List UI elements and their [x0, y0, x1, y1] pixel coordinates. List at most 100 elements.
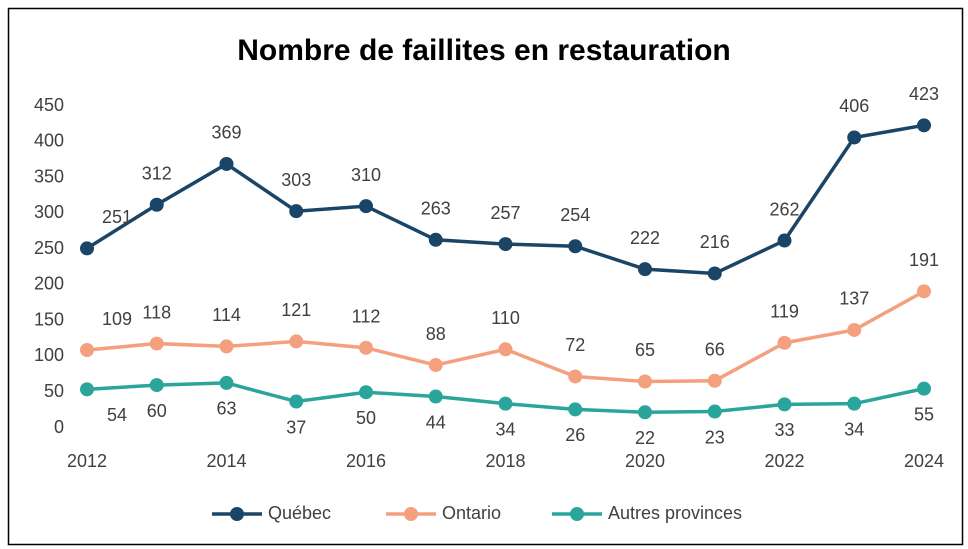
data-label: 406 [839, 96, 869, 116]
legend-label: Autres provinces [608, 503, 742, 523]
data-label: 63 [216, 399, 236, 419]
data-label: 118 [142, 302, 171, 322]
data-label: 33 [774, 420, 794, 440]
data-point [777, 397, 792, 412]
data-point [707, 266, 722, 281]
data-label: 72 [565, 335, 585, 355]
data-point [289, 334, 304, 349]
data-label: 222 [630, 228, 660, 248]
x-tick-label: 2024 [904, 451, 944, 471]
y-tick-label: 350 [34, 166, 64, 186]
chart-title: Nombre de faillites en restauration [237, 34, 730, 67]
data-label: 262 [769, 199, 799, 219]
data-point [847, 322, 862, 337]
data-label: 251 [102, 207, 132, 227]
data-point [80, 241, 94, 256]
data-point [149, 197, 164, 212]
x-tick-label: 2014 [206, 451, 246, 471]
data-point [289, 394, 304, 409]
data-point [568, 369, 583, 384]
data-label: 60 [147, 401, 167, 421]
x-tick-label: 2022 [764, 451, 804, 471]
x-tick-label: 2012 [67, 451, 107, 471]
data-point [428, 389, 443, 404]
data-point [917, 284, 931, 299]
data-label: 369 [211, 123, 241, 143]
data-label: 54 [107, 405, 127, 425]
data-label: 312 [142, 163, 172, 183]
data-label: 34 [495, 419, 515, 439]
data-label: 254 [560, 205, 590, 225]
data-label: 137 [839, 289, 869, 309]
data-point [289, 204, 304, 219]
y-tick-label: 400 [34, 131, 64, 151]
data-point [80, 343, 94, 358]
data-point [219, 339, 234, 354]
data-point [359, 385, 373, 400]
data-point [707, 404, 722, 419]
legend-label: Québec [268, 503, 331, 523]
data-point [638, 405, 652, 420]
data-label: 55 [914, 404, 934, 424]
data-point [847, 130, 862, 145]
legend-label: Ontario [442, 503, 501, 523]
chart-border [7, 7, 964, 546]
data-label: 23 [705, 427, 725, 447]
data-label: 110 [491, 308, 520, 328]
data-point [498, 237, 513, 252]
data-label: 310 [351, 165, 381, 185]
data-label: 423 [909, 84, 939, 104]
data-point [80, 382, 94, 397]
data-point [707, 373, 722, 388]
data-point [847, 396, 862, 411]
data-label: 44 [426, 412, 446, 432]
y-tick-label: 250 [34, 238, 64, 258]
data-point [638, 262, 652, 277]
data-point [149, 336, 164, 351]
y-tick-label: 0 [54, 417, 64, 437]
data-label: 88 [426, 324, 446, 344]
data-label: 66 [705, 340, 725, 360]
y-tick-label: 50 [44, 381, 64, 401]
data-point [917, 381, 931, 396]
data-point [917, 118, 931, 133]
y-tick-label: 150 [34, 309, 64, 329]
data-label: 114 [212, 305, 241, 325]
y-tick-label: 450 [34, 95, 64, 115]
data-point [149, 378, 164, 393]
data-point [498, 396, 513, 411]
x-tick-label: 2016 [346, 451, 386, 471]
data-label: 216 [700, 232, 730, 252]
data-label: 50 [356, 408, 376, 428]
data-label: 26 [565, 425, 585, 445]
legend-marker [570, 507, 584, 521]
data-label: 119 [770, 302, 799, 322]
data-point [359, 199, 373, 214]
y-tick-label: 300 [34, 202, 64, 222]
data-point [219, 156, 234, 171]
data-point [777, 335, 792, 350]
data-label: 263 [421, 199, 451, 219]
data-point [428, 358, 443, 373]
data-point [428, 232, 443, 247]
y-tick-label: 100 [34, 345, 64, 365]
data-label: 191 [909, 250, 939, 270]
data-point [777, 233, 792, 248]
data-point [568, 239, 583, 254]
data-label: 37 [286, 417, 306, 437]
legend-marker [230, 507, 244, 521]
data-point [359, 340, 373, 355]
x-tick-label: 2018 [485, 451, 525, 471]
y-tick-label: 200 [34, 274, 64, 294]
data-label: 22 [635, 428, 655, 448]
data-label: 109 [102, 309, 132, 329]
data-point [219, 375, 234, 390]
data-point [498, 342, 513, 357]
data-label: 121 [281, 300, 311, 320]
data-point [638, 374, 652, 389]
data-label: 65 [635, 340, 655, 360]
data-label: 112 [352, 307, 381, 327]
data-label: 34 [844, 419, 864, 439]
